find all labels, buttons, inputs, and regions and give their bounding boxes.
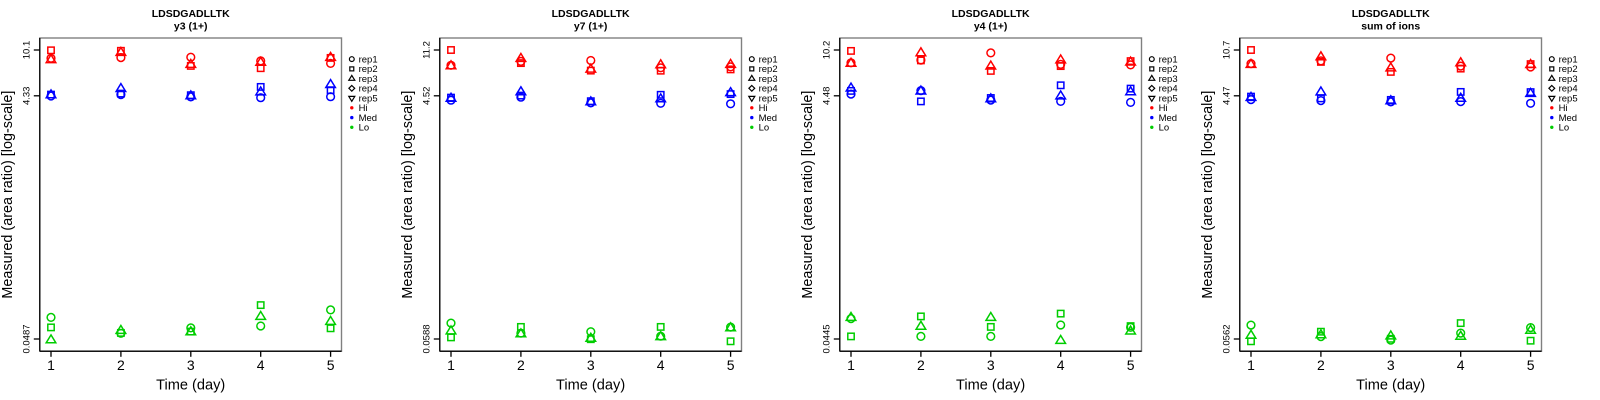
svg-text:Hi: Hi: [1159, 103, 1168, 114]
svg-text:5: 5: [727, 357, 735, 373]
svg-text:2: 2: [517, 357, 525, 373]
svg-text:Time (day): Time (day): [156, 378, 225, 394]
svg-text:10.1: 10.1: [22, 41, 33, 60]
svg-text:3: 3: [987, 357, 995, 373]
svg-text:LDSDGADLLTK: LDSDGADLLTK: [552, 8, 630, 20]
svg-text:LDSDGADLLTK: LDSDGADLLTK: [152, 8, 230, 20]
svg-text:1: 1: [47, 357, 55, 373]
svg-text:0.0588: 0.0588: [422, 324, 433, 353]
svg-text:Med: Med: [359, 113, 377, 124]
svg-text:1: 1: [847, 357, 855, 373]
svg-text:3: 3: [587, 357, 595, 373]
svg-text:rep5: rep5: [759, 93, 778, 104]
svg-text:rep3: rep3: [759, 74, 778, 85]
svg-text:Measured (area ratio) [log-sca: Measured (area ratio) [log-scale]: [1200, 91, 1216, 299]
svg-text:LDSDGADLLTK: LDSDGADLLTK: [1352, 8, 1430, 20]
svg-text:3: 3: [187, 357, 195, 373]
svg-text:Hi: Hi: [1559, 103, 1568, 114]
svg-text:rep3: rep3: [1159, 74, 1178, 85]
svg-text:y3 (1+): y3 (1+): [174, 21, 208, 33]
svg-text:Lo: Lo: [759, 123, 770, 134]
svg-text:rep4: rep4: [359, 84, 378, 95]
svg-text:Measured (area ratio) [log-sca: Measured (area ratio) [log-scale]: [0, 91, 16, 299]
svg-text:rep2: rep2: [1559, 64, 1578, 75]
svg-text:Lo: Lo: [359, 123, 370, 134]
svg-text:Med: Med: [759, 113, 777, 124]
svg-text:Time (day): Time (day): [1356, 378, 1425, 394]
svg-text:4: 4: [657, 357, 665, 373]
svg-text:Med: Med: [1159, 113, 1177, 124]
svg-text:y4 (1+): y4 (1+): [974, 21, 1008, 33]
svg-text:4.33: 4.33: [22, 87, 33, 106]
svg-text:rep5: rep5: [1159, 93, 1178, 104]
svg-text:0.0445: 0.0445: [822, 324, 833, 353]
svg-text:4: 4: [257, 357, 265, 373]
svg-text:Hi: Hi: [759, 103, 768, 114]
svg-text:0.0562: 0.0562: [1222, 324, 1233, 353]
svg-text:3: 3: [1387, 357, 1395, 373]
svg-text:rep5: rep5: [1559, 93, 1578, 104]
svg-text:4: 4: [1457, 357, 1465, 373]
svg-text:Time (day): Time (day): [956, 378, 1025, 394]
svg-text:Hi: Hi: [359, 103, 368, 114]
svg-text:rep1: rep1: [1559, 54, 1578, 65]
svg-text:2: 2: [917, 357, 925, 373]
svg-text:5: 5: [327, 357, 335, 373]
svg-text:Measured (area ratio) [log-sca: Measured (area ratio) [log-scale]: [400, 91, 416, 299]
svg-text:2: 2: [117, 357, 125, 373]
svg-text:10.7: 10.7: [1222, 41, 1233, 60]
svg-text:rep3: rep3: [1559, 74, 1578, 85]
svg-text:0.0487: 0.0487: [22, 324, 33, 353]
svg-text:rep1: rep1: [1159, 54, 1178, 65]
svg-text:10.2: 10.2: [822, 41, 833, 60]
svg-text:Measured (area ratio) [log-sca: Measured (area ratio) [log-scale]: [800, 91, 816, 299]
svg-text:1: 1: [1247, 357, 1255, 373]
svg-text:LDSDGADLLTK: LDSDGADLLTK: [952, 8, 1030, 20]
svg-text:5: 5: [1527, 357, 1535, 373]
svg-text:1: 1: [447, 357, 455, 373]
svg-text:rep2: rep2: [1159, 64, 1178, 75]
svg-text:rep1: rep1: [359, 54, 378, 65]
svg-text:4.47: 4.47: [1222, 87, 1233, 106]
svg-text:rep4: rep4: [759, 84, 778, 95]
svg-text:sum of ions: sum of ions: [1361, 21, 1420, 33]
svg-text:4: 4: [1057, 357, 1065, 373]
svg-text:rep1: rep1: [759, 54, 778, 65]
svg-text:Time (day): Time (day): [556, 378, 625, 394]
svg-text:5: 5: [1127, 357, 1135, 373]
svg-text:Lo: Lo: [1159, 123, 1170, 134]
svg-text:2: 2: [1317, 357, 1325, 373]
svg-text:rep4: rep4: [1559, 84, 1578, 95]
svg-text:y7 (1+): y7 (1+): [574, 21, 608, 33]
svg-text:4.52: 4.52: [422, 87, 433, 106]
svg-text:4.48: 4.48: [822, 87, 833, 106]
svg-text:rep3: rep3: [359, 74, 378, 85]
svg-text:rep2: rep2: [759, 64, 778, 75]
svg-text:rep4: rep4: [1159, 84, 1178, 95]
svg-text:Lo: Lo: [1559, 123, 1570, 134]
svg-text:Med: Med: [1559, 113, 1577, 124]
svg-text:rep2: rep2: [359, 64, 378, 75]
svg-text:rep5: rep5: [359, 93, 378, 104]
svg-text:11.2: 11.2: [422, 41, 433, 59]
